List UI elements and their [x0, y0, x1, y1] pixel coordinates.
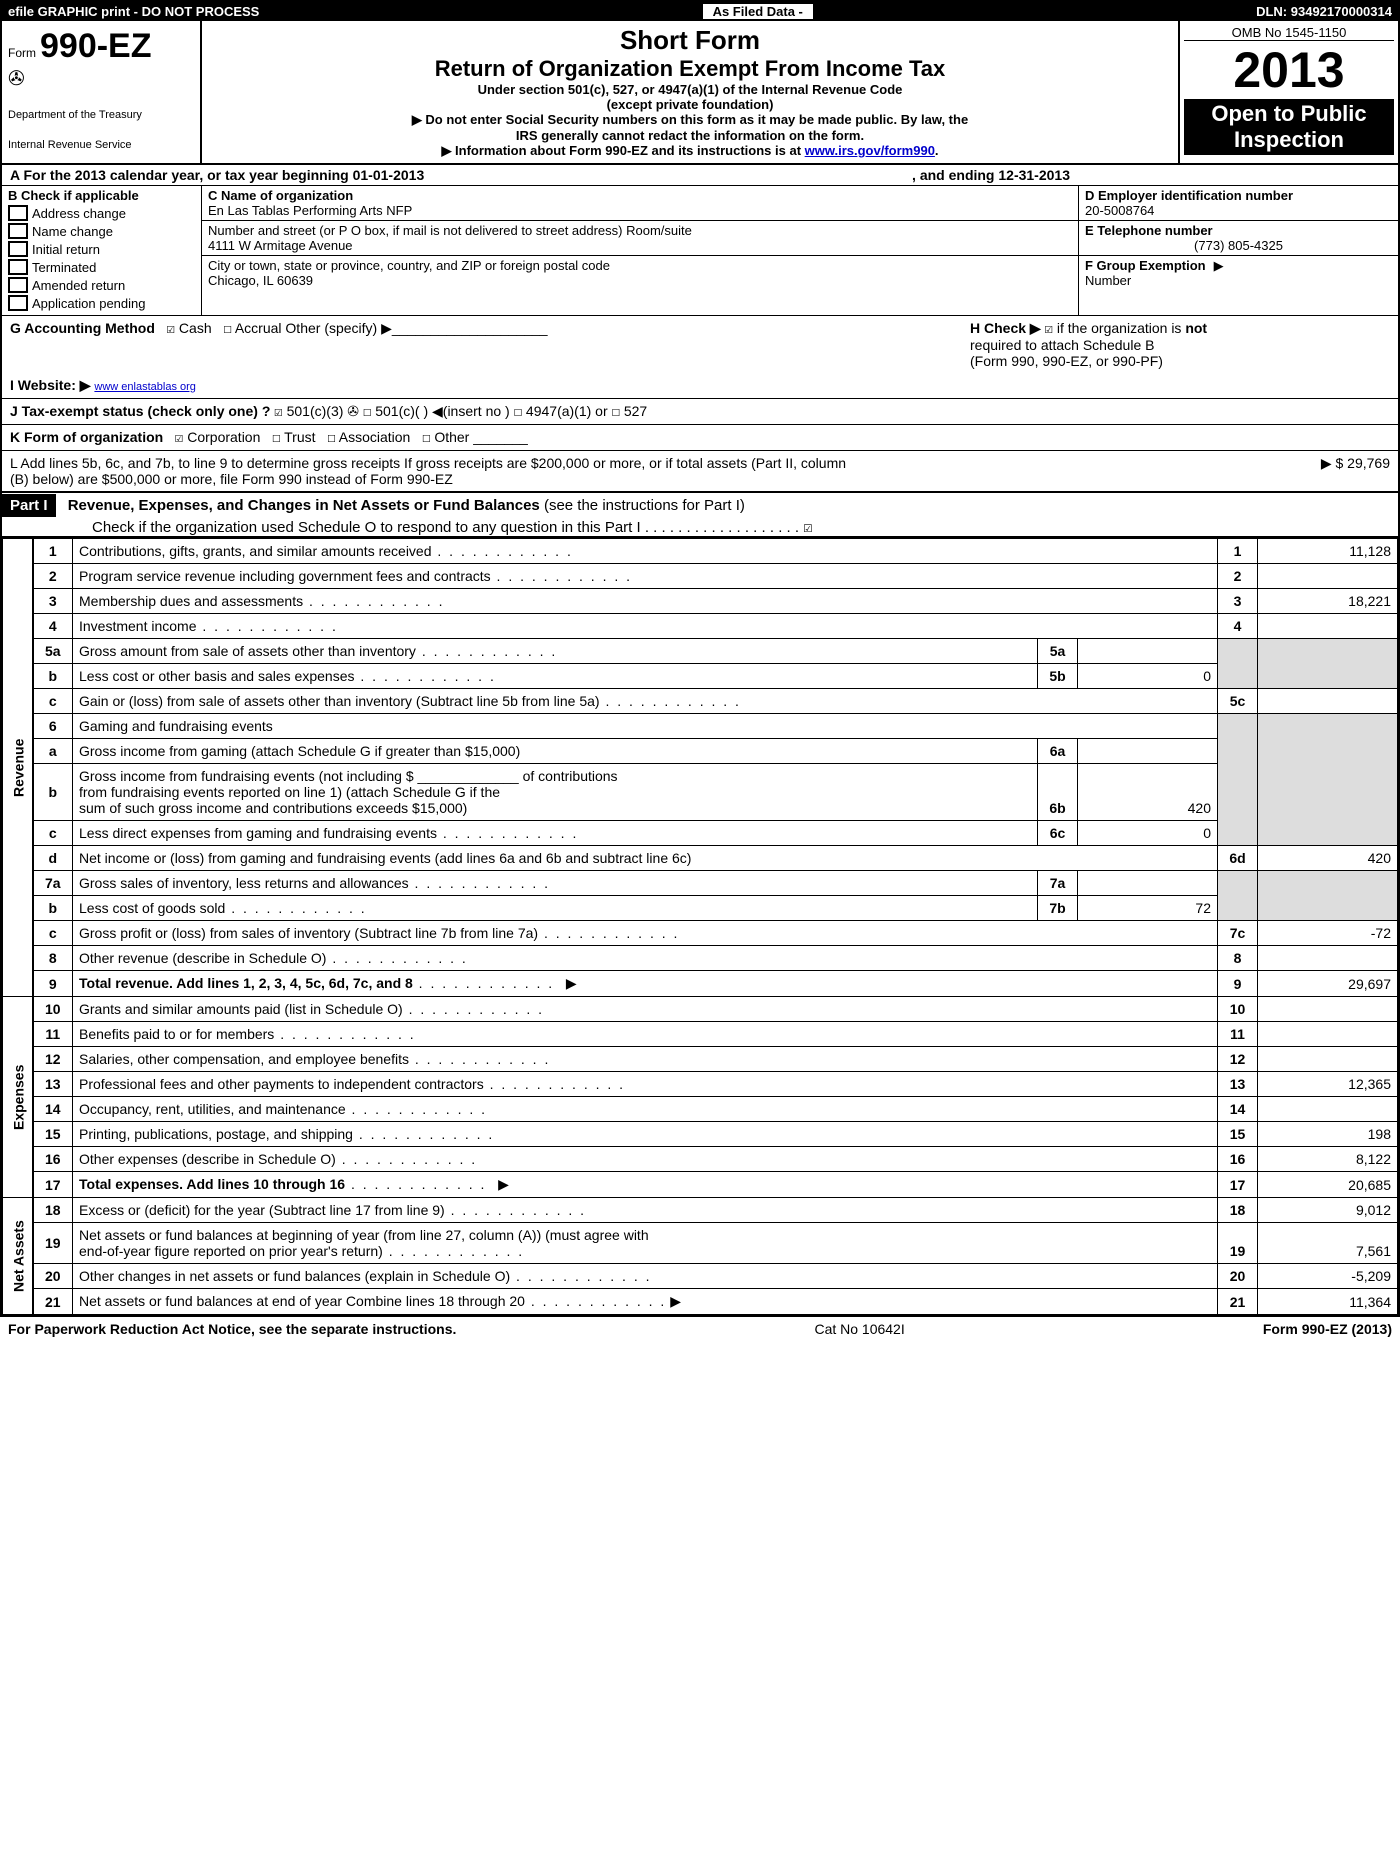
irs-logo-icon: ✇ — [8, 66, 194, 91]
line-g-h: G Accounting Method ☑ Cash ☐ Accrual Oth… — [2, 316, 1398, 373]
line-17-total-expenses: 20,685 — [1258, 1172, 1398, 1198]
f-arrow-icon: ▶ — [1214, 258, 1224, 288]
ein-value: 20-5008764 — [1085, 203, 1392, 218]
tax-year: 2013 — [1184, 41, 1394, 99]
top-bar: efile GRAPHIC print - DO NOT PROCESS As … — [2, 2, 1398, 21]
form-990ez: efile GRAPHIC print - DO NOT PROCESS As … — [0, 0, 1400, 1317]
form-word: Form — [8, 46, 36, 60]
org-street: 4111 W Armitage Avenue — [208, 238, 1072, 253]
checkbox-app-pending[interactable] — [8, 295, 28, 311]
line-j: J Tax-exempt status (check only one) ? ☑… — [2, 399, 1398, 425]
line-6d-value: 420 — [1258, 846, 1398, 871]
checkbox-terminated[interactable] — [8, 259, 28, 275]
line-l: L Add lines 5b, 6c, and 7b, to line 9 to… — [2, 451, 1398, 491]
org-city: Chicago, IL 60639 — [208, 273, 1072, 288]
line-7c-value: -72 — [1258, 921, 1398, 946]
column-b-checkboxes: B Check if applicable Address change Nam… — [2, 186, 202, 315]
checkbox-name-change[interactable] — [8, 223, 28, 239]
checkbox-4947[interactable]: ☐ — [514, 404, 522, 420]
checkbox-other[interactable]: ☐ — [422, 430, 430, 446]
line-k: K Form of organization ☑ Corporation ☐ T… — [2, 425, 1398, 451]
except-note: (except private foundation) — [212, 97, 1168, 112]
phone-value: (773) 805-4325 — [1085, 238, 1392, 253]
line-6b-value: 420 — [1078, 764, 1218, 821]
checkbox-cash[interactable]: ☑ — [167, 321, 175, 337]
line-1-value: 11,128 — [1258, 539, 1398, 564]
line-15-value: 198 — [1258, 1122, 1398, 1147]
line-16-value: 8,122 — [1258, 1147, 1398, 1172]
open-public-badge: Open to Public Inspection — [1184, 99, 1394, 155]
revenue-side-label: Revenue — [3, 539, 33, 997]
part-1-table: Revenue 1 Contributions, gifts, grants, … — [2, 538, 1398, 1315]
short-form-title: Short Form — [212, 25, 1168, 56]
line-7b-value: 72 — [1078, 896, 1218, 921]
page-footer: For Paperwork Reduction Act Notice, see … — [0, 1317, 1400, 1341]
omb-number: OMB No 1545-1150 — [1184, 25, 1394, 41]
c-street-label: Number and street (or P O box, if mail i… — [208, 223, 1072, 238]
ssn-warning-2: IRS generally cannot redact the informat… — [212, 128, 1168, 143]
c-city-label: City or town, state or province, country… — [208, 258, 1072, 273]
section-b-to-f: B Check if applicable Address change Nam… — [2, 186, 1398, 316]
c-name-label: C Name of organization — [208, 188, 1072, 203]
part-1-header: Part I Revenue, Expenses, and Changes in… — [2, 491, 1398, 538]
as-filed: As Filed Data - — [703, 4, 813, 19]
line-6c-value: 0 — [1078, 821, 1218, 846]
line-21-value: 11,364 — [1258, 1289, 1398, 1315]
form-number: 990-EZ — [40, 27, 152, 66]
form-ref: Form 990-EZ (2013) — [1263, 1321, 1392, 1337]
column-d-e-f: D Employer identification number 20-5008… — [1078, 186, 1398, 315]
line-13-value: 12,365 — [1258, 1072, 1398, 1097]
checkbox-trust[interactable]: ☐ — [272, 430, 280, 446]
netassets-side-label: Net Assets — [3, 1198, 33, 1315]
irs-link[interactable]: www.irs.gov/form990 — [805, 143, 935, 158]
checkbox-501c3[interactable]: ☑ — [274, 404, 282, 420]
checkbox-h[interactable]: ☑ — [1045, 321, 1053, 337]
dln: DLN: 93492170000314 — [1256, 4, 1392, 19]
header-right: OMB No 1545-1150 2013 Open to Public Ins… — [1178, 21, 1398, 163]
line-20-value: -5,209 — [1258, 1264, 1398, 1289]
efile-notice: efile GRAPHIC print - DO NOT PROCESS — [8, 4, 259, 19]
column-c: C Name of organization En Las Tablas Per… — [202, 186, 1078, 315]
line-i: I Website: ▶ www enlastablas org — [2, 373, 1398, 399]
ssn-warning-1: ▶ Do not enter Social Security numbers o… — [212, 112, 1168, 128]
checkbox-initial-return[interactable] — [8, 241, 28, 257]
gross-receipts-value: ▶ $ 29,769 — [1250, 455, 1390, 487]
line-a: A For the 2013 calendar year, or tax yea… — [2, 165, 1398, 186]
cat-number: Cat No 10642I — [814, 1321, 904, 1337]
line-19-value: 7,561 — [1258, 1223, 1398, 1264]
paperwork-notice: For Paperwork Reduction Act Notice, see … — [8, 1321, 456, 1337]
checkbox-527[interactable]: ☐ — [612, 404, 620, 420]
checkbox-corp[interactable]: ☑ — [175, 430, 183, 446]
sub-title: Under section 501(c), 527, or 4947(a)(1)… — [212, 82, 1168, 97]
website-link[interactable]: www enlastablas org — [94, 381, 196, 393]
expenses-side-label: Expenses — [3, 997, 33, 1198]
org-name: En Las Tablas Performing Arts NFP — [208, 203, 1072, 218]
form-header: Form 990-EZ ✇ Department of the Treasury… — [2, 21, 1398, 165]
info-line: ▶ Information about Form 990-EZ and its … — [212, 143, 1168, 159]
d-ein-label: D Employer identification number — [1085, 188, 1392, 203]
e-phone-label: E Telephone number — [1085, 223, 1392, 238]
dept-treasury: Department of the Treasury — [8, 109, 194, 121]
checkbox-schedule-o[interactable]: ☑ — [803, 518, 812, 536]
checkbox-assoc[interactable]: ☐ — [327, 430, 335, 446]
checkbox-amended[interactable] — [8, 277, 28, 293]
irs-label: Internal Revenue Service — [8, 139, 194, 151]
line-9-total-revenue: 29,697 — [1258, 971, 1398, 997]
header-center: Short Form Return of Organization Exempt… — [202, 21, 1178, 163]
checkbox-accrual[interactable]: ☐ — [223, 321, 231, 337]
checkbox-address-change[interactable] — [8, 205, 28, 221]
f-group-label: F Group Exemption — [1085, 258, 1206, 273]
checkbox-501c[interactable]: ☐ — [363, 404, 371, 420]
header-left: Form 990-EZ ✇ Department of the Treasury… — [2, 21, 202, 163]
line-5b-value: 0 — [1078, 664, 1218, 689]
line-3-value: 18,221 — [1258, 589, 1398, 614]
main-title: Return of Organization Exempt From Incom… — [212, 56, 1168, 82]
line-18-value: 9,012 — [1258, 1198, 1398, 1223]
